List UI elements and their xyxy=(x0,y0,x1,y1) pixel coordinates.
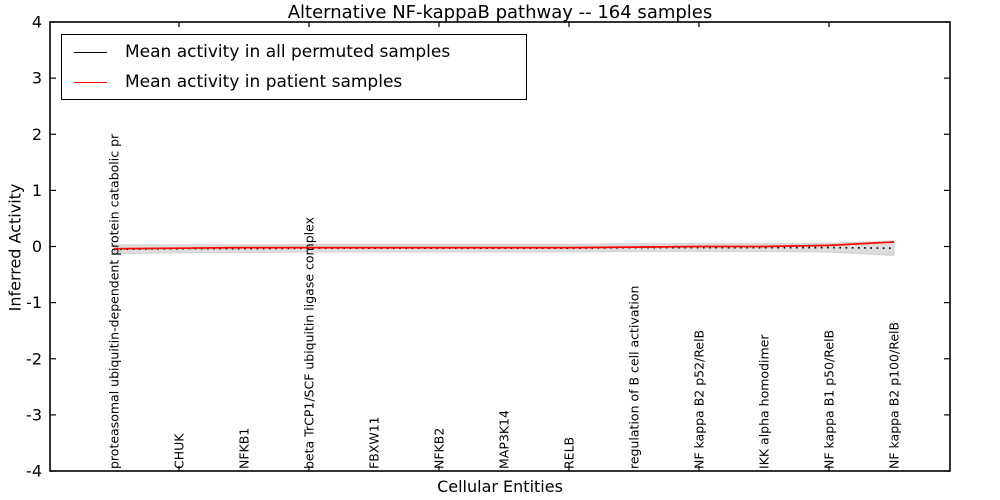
patient-line-sample-icon xyxy=(74,81,107,83)
y-tick-label: -2 xyxy=(26,349,42,368)
entity-label: proteasomal ubiquitin-dependent protein … xyxy=(106,133,121,469)
x-axis-label: Cellular Entities xyxy=(437,477,563,496)
y-tick-label: 4 xyxy=(32,13,42,32)
y-tick-label: 2 xyxy=(32,125,42,144)
legend-label-patient: Mean activity in patient samples xyxy=(125,72,403,92)
entity-label: RELB xyxy=(561,437,576,469)
entity-label: beta TrCP1/SCF ubiquitin ligase complex xyxy=(301,217,316,469)
legend-item-patient: Mean activity in patient samples xyxy=(74,68,526,96)
entity-label: NF kappa B2 p100/RelB xyxy=(886,322,901,469)
entity-label: NFKB2 xyxy=(431,428,446,469)
entity-label: NFKB1 xyxy=(236,428,251,469)
permuted-line-sample-icon xyxy=(74,51,107,53)
patient-series-line xyxy=(113,241,895,250)
legend-item-permuted: Mean activity in all permuted samples xyxy=(74,38,526,66)
entity-label: FBXW11 xyxy=(366,416,381,469)
entity-label: CHUK xyxy=(171,433,186,469)
entity-label: NF kappa B2 p52/RelB xyxy=(691,330,706,469)
y-tick-label: 1 xyxy=(32,181,42,200)
y-tick-label: 3 xyxy=(32,69,42,88)
legend-label-permuted: Mean activity in all permuted samples xyxy=(125,42,451,62)
y-axis-label: Inferred Activity xyxy=(5,183,25,312)
entity-label: regulation of B cell activation xyxy=(626,286,641,469)
y-tick-label: -3 xyxy=(26,405,42,424)
legend: Mean activity in all permuted samples Me… xyxy=(61,34,527,100)
entity-label: IKK alpha homodimer xyxy=(756,334,771,469)
entity-label: MAP3K14 xyxy=(496,410,511,469)
y-tick-label: -1 xyxy=(26,293,42,312)
y-tick-label: -4 xyxy=(26,462,42,481)
y-tick-label: 0 xyxy=(32,237,42,256)
chart-title: Alternative NF-kappaB pathway -- 164 sam… xyxy=(287,2,713,23)
entity-label: NF kappa B1 p50/RelB xyxy=(821,330,836,469)
